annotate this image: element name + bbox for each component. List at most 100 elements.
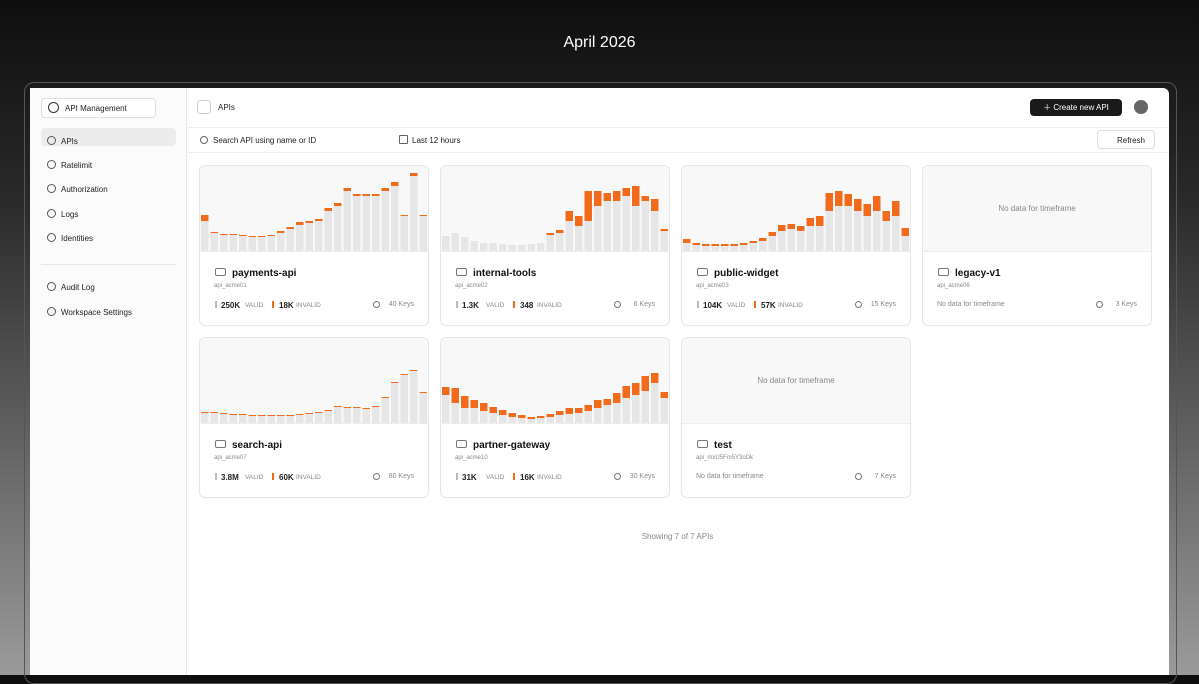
invalid-bar — [844, 194, 852, 206]
valid-bar — [499, 244, 507, 251]
api-card[interactable]: payments-api api_acme01 250K VALID 18K INVALI… — [199, 165, 429, 326]
valid-bar — [499, 415, 507, 423]
invalid-count: 348 — [520, 301, 534, 310]
valid-bar — [730, 246, 738, 251]
keys-count: 40 Keys — [388, 301, 414, 308]
invalid-bar — [556, 230, 564, 233]
valid-bar — [537, 243, 545, 251]
valid-bar — [419, 393, 427, 423]
chart-area — [200, 166, 428, 252]
nav-item[interactable]: Logs — [61, 210, 79, 219]
valid-bar — [816, 226, 824, 251]
nav-item[interactable]: APIs — [61, 137, 78, 146]
valid-bar — [797, 231, 805, 251]
invalid-bar — [201, 412, 209, 413]
api-card[interactable]: No data for timeframe legacy-v1 api_acme06… — [922, 165, 1152, 326]
valid-bar — [651, 211, 659, 251]
valid-swatch — [215, 473, 217, 480]
nav-icon — [47, 184, 56, 193]
invalid-bar — [362, 194, 370, 196]
valid-bar — [603, 201, 611, 251]
api-card[interactable]: search-api api_acme07 3.8M VALID 60K INVALID 8… — [199, 337, 429, 498]
divider — [186, 152, 1169, 153]
chart-area — [441, 166, 669, 252]
invalid-bar — [201, 215, 209, 221]
valid-bar — [315, 413, 323, 423]
valid-bar — [343, 191, 351, 251]
valid-bar — [594, 408, 602, 423]
timeframe-select[interactable]: Last 12 hours — [412, 136, 461, 145]
invalid-label: INVALID — [778, 302, 803, 309]
valid-bar — [778, 231, 786, 251]
nav-icon — [47, 282, 56, 291]
date: April 2026 — [563, 34, 636, 51]
invalid-bar — [315, 412, 323, 413]
key-icon — [614, 473, 621, 480]
valid-bar — [537, 418, 545, 423]
valid-bar — [258, 416, 266, 423]
invalid-bar — [391, 182, 399, 186]
valid-bar — [584, 411, 592, 423]
invalid-bar — [613, 191, 621, 201]
invalid-bar — [324, 410, 332, 411]
valid-bar — [556, 415, 564, 423]
valid-bar — [210, 233, 218, 251]
invalid-bar — [296, 222, 304, 225]
api-name: test — [714, 440, 732, 451]
valid-count: 104K — [703, 301, 723, 310]
chart — [201, 370, 427, 423]
invalid-bar — [692, 243, 700, 245]
create-button[interactable]: ＋ Create new API — [1030, 99, 1122, 116]
api-card[interactable]: partner-gateway api_acme10 31K VALID 16K INVA… — [440, 337, 670, 498]
search-input[interactable]: Search API using name or ID — [213, 136, 317, 145]
invalid-bar — [749, 241, 757, 243]
valid-bar — [267, 416, 275, 423]
valid-bar — [892, 216, 900, 251]
api-card[interactable]: public-widget api_acme03 104K VALID 57K INVAL… — [681, 165, 911, 326]
valid-bar — [660, 231, 668, 251]
avatar[interactable] — [1134, 100, 1148, 114]
valid-bar — [711, 246, 719, 251]
valid-bar — [825, 211, 833, 251]
invalid-bar — [622, 188, 630, 196]
chart — [442, 373, 668, 423]
chart-area: No data for timeframe — [923, 166, 1151, 252]
valid-bar — [461, 408, 469, 423]
api-card[interactable]: internal-tools api_acme02 1.3K VALID 348 INVA… — [440, 165, 670, 326]
valid-bar — [391, 186, 399, 251]
valid-bar — [527, 419, 535, 423]
nav-icon — [47, 209, 56, 218]
nav-item[interactable]: Ratelimit — [61, 161, 93, 170]
nav-item[interactable]: Authorization — [61, 185, 108, 194]
invalid-bar — [258, 415, 266, 416]
valid-bar — [296, 225, 304, 251]
valid-bar — [324, 211, 332, 251]
invalid-bar — [882, 211, 890, 221]
invalid-bar — [768, 232, 776, 236]
invalid-bar — [778, 225, 786, 231]
stats-message: No data for timeframe — [937, 301, 1005, 308]
valid-bar — [470, 408, 478, 423]
valid-bar — [315, 221, 323, 251]
nav-item[interactable]: Workspace Settings — [61, 308, 132, 317]
invalid-label: INVALID — [537, 474, 562, 481]
valid-bar — [239, 415, 247, 423]
valid-bar — [584, 221, 592, 251]
valid-count: 3.8M — [221, 473, 239, 482]
nav-item[interactable]: Audit Log — [61, 283, 95, 292]
invalid-bar — [651, 373, 659, 383]
invalid-bar — [816, 216, 824, 226]
valid-bar — [470, 241, 478, 251]
valid-bar — [651, 383, 659, 423]
workspace-select[interactable]: API Management — [41, 98, 156, 118]
invalid-bar — [362, 408, 370, 409]
valid-bar — [565, 414, 573, 423]
refresh-button[interactable]: Refresh — [1097, 130, 1155, 149]
nav-item[interactable]: Identities — [61, 234, 94, 243]
invalid-bar — [537, 416, 545, 418]
invalid-bar — [740, 243, 748, 245]
chart-area — [682, 166, 910, 252]
invalid-bar — [892, 201, 900, 216]
valid-bar — [489, 413, 497, 423]
api-card[interactable]: No data for timeframe test api_mxU5Fm5Y3oD… — [681, 337, 911, 498]
